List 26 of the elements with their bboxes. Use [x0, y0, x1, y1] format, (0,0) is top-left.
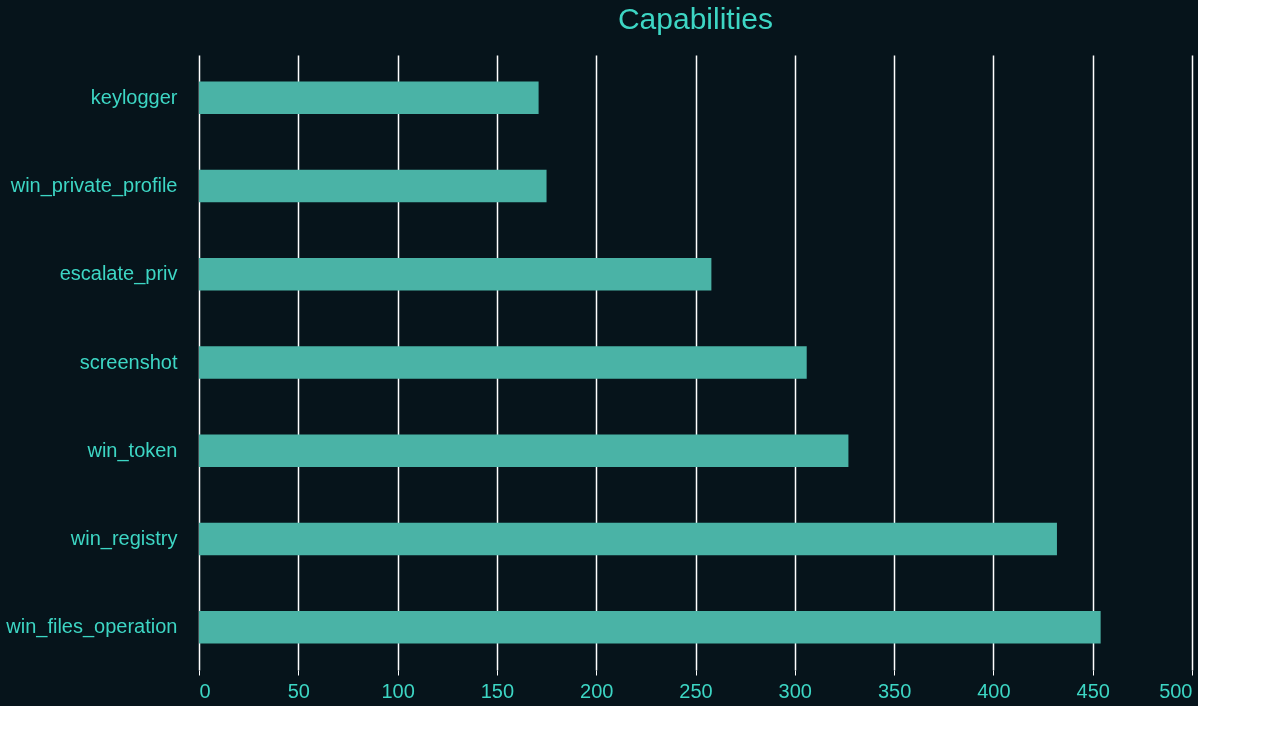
x-tick-label: 450 [1076, 679, 1110, 702]
bar [199, 257, 712, 291]
x-tick-label: 500 [1159, 679, 1193, 702]
x-tick-label: 50 [287, 679, 310, 702]
x-tick-label: 350 [877, 679, 912, 702]
y-tick-label: win_private_profile [9, 174, 178, 198]
y-tick-label: win_token [86, 438, 178, 462]
bar [199, 522, 1057, 556]
x-tick-label: 300 [778, 679, 812, 702]
bar [199, 434, 849, 468]
y-tick-label: escalate_priv [59, 262, 178, 286]
y-tick-label: screenshot [79, 350, 178, 373]
bar [199, 346, 807, 379]
y-tick-label: win_registry [69, 526, 178, 550]
bar [199, 610, 1101, 644]
bar [199, 169, 547, 203]
x-tick-label: 100 [381, 679, 415, 702]
x-tick-label: 400 [977, 679, 1011, 702]
chart-title: Capabilities [617, 2, 774, 35]
x-tick-label: 150 [480, 679, 515, 702]
x-tick-label: 250 [679, 679, 713, 702]
bar [199, 81, 539, 115]
y-tick-label: keylogger [90, 85, 178, 108]
y-tick-label: win_files_operation [5, 615, 178, 639]
x-tick-label: 0 [199, 679, 211, 702]
x-tick-label: 200 [580, 679, 614, 702]
